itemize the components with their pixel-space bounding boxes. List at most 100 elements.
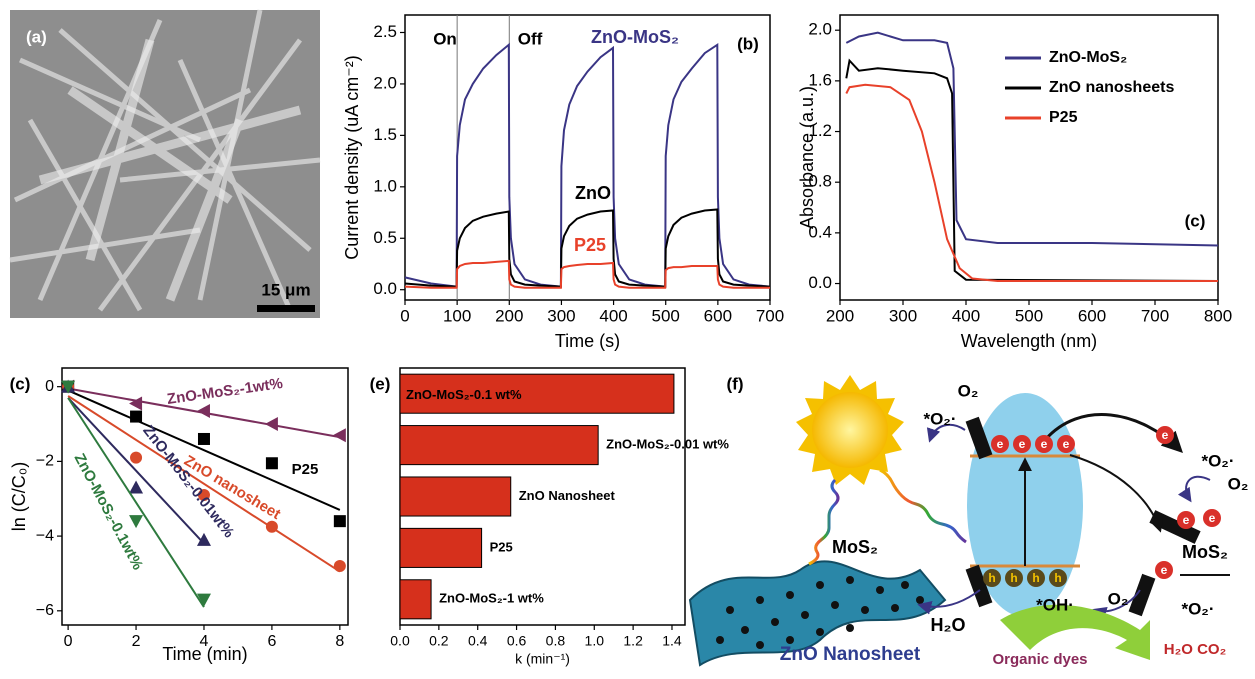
- x-tick-label: 0: [400, 306, 409, 325]
- x-tick-label: 200: [826, 306, 854, 325]
- y-axis-label: Absorbance (a.u.): [797, 86, 817, 229]
- x-tick-label: 100: [443, 306, 471, 325]
- x-tick-label: 600: [704, 306, 732, 325]
- panel-label: (c): [1185, 211, 1206, 230]
- y-tick-label: 2.5: [373, 22, 397, 41]
- category-label: ZnO-MoS₂-0.1 wt%: [406, 387, 522, 402]
- x-tick-label: 1.4: [662, 633, 682, 649]
- electron: [1203, 509, 1221, 527]
- x-tick-label: 1.0: [585, 633, 605, 649]
- series-line: [404, 42, 771, 288]
- fit-line: [67, 395, 341, 573]
- x-axis-label: Time (min): [162, 644, 247, 664]
- legend-label: P25: [1049, 109, 1078, 126]
- category-label: ZnO-MoS₂-0.01 wt%: [606, 437, 729, 452]
- plot-frame: [404, 14, 771, 301]
- legend-label: ZnO nanosheets: [1049, 79, 1174, 96]
- data-point: [196, 532, 211, 546]
- panel-label: (e): [370, 374, 391, 393]
- series-line: [404, 259, 770, 289]
- scale-bar: [257, 305, 315, 312]
- diagram-text: *O₂·: [923, 409, 956, 428]
- electron-label: e: [1161, 563, 1168, 577]
- electron-label: e: [1063, 437, 1070, 451]
- annotation: Off: [518, 29, 543, 48]
- electron-label: e: [1183, 513, 1190, 527]
- electron: [1057, 435, 1075, 453]
- x-tick-label: 0.2: [429, 633, 449, 649]
- y-tick-label: 0.8: [808, 172, 832, 191]
- bar: [399, 425, 599, 466]
- hole: [983, 569, 1001, 587]
- x-tick-label: 4: [200, 633, 209, 650]
- data-point: [61, 380, 76, 394]
- category-label: ZnO-MoS₂-1 wt%: [439, 591, 544, 606]
- series-label: ZnO-MoS₂: [591, 27, 679, 47]
- y-tick-label: −6: [36, 602, 54, 619]
- x-tick-label: 0: [64, 633, 73, 650]
- fit-line: [67, 389, 341, 511]
- diagram-text: H₂O: [931, 615, 966, 635]
- hole: [1005, 569, 1023, 587]
- electron: [1035, 435, 1053, 453]
- electron: [991, 435, 1009, 453]
- electron: [1177, 511, 1195, 529]
- x-tick-label: 0.4: [468, 633, 488, 649]
- category-label: ZnO Nanosheet: [519, 488, 616, 503]
- series-label: P25: [574, 235, 606, 255]
- y-tick-label: 0.0: [373, 279, 397, 298]
- data-point: [265, 520, 278, 533]
- bar: [399, 527, 483, 568]
- bar: [399, 579, 432, 620]
- electron: [1013, 435, 1031, 453]
- x-tick-label: 0.6: [507, 633, 527, 649]
- data-point: [130, 410, 143, 423]
- x-tick-label: 400: [952, 306, 980, 325]
- electron-label: e: [1019, 437, 1026, 451]
- diagram-text: ZnO Nanosheet: [780, 644, 921, 665]
- panel-label: (a): [26, 27, 47, 46]
- y-tick-label: −4: [36, 527, 54, 544]
- diagram-text: MoS₂: [832, 537, 878, 557]
- x-tick-label: 8: [335, 633, 344, 650]
- x-tick-label: 0.0: [390, 633, 410, 649]
- x-tick-label: 400: [599, 306, 627, 325]
- series-label: P25: [292, 461, 319, 478]
- diagram-text: MoS₂: [1182, 542, 1228, 562]
- x-axis-label: k (min⁻¹): [515, 651, 570, 667]
- data-point: [129, 396, 143, 411]
- series-line: [845, 31, 1219, 247]
- y-axis-label: ln (C/C₀): [9, 462, 29, 531]
- series-line: [845, 58, 1219, 282]
- diagram-text: *O₂·: [1201, 451, 1234, 470]
- x-axis-label: Wavelength (nm): [961, 331, 1097, 351]
- x-tick-label: 800: [1204, 306, 1232, 325]
- electron-label: e: [1162, 428, 1169, 442]
- x-axis-label: Time (s): [555, 331, 620, 351]
- series-line: [845, 83, 1218, 282]
- fit-line: [67, 397, 205, 545]
- y-tick-label: −2: [36, 453, 54, 470]
- scale-bar-label: 15 μm: [261, 280, 310, 299]
- data-point: [197, 432, 210, 445]
- x-tick-label: 500: [652, 306, 680, 325]
- data-point: [196, 403, 210, 418]
- x-tick-label: 0.8: [546, 633, 566, 649]
- diagram-text: O₂: [958, 381, 979, 400]
- data-point: [333, 559, 346, 572]
- category-label: P25: [490, 539, 513, 554]
- x-tick-label: 700: [756, 306, 784, 325]
- diagram-text: O₂: [1108, 589, 1129, 608]
- plot-frame: [61, 367, 349, 626]
- electron-label: e: [997, 437, 1004, 451]
- y-tick-label: 1.5: [373, 125, 397, 144]
- fit-line: [67, 397, 205, 608]
- y-tick-label: 0.4: [808, 222, 832, 241]
- panel-label: (c): [10, 374, 31, 393]
- data-point: [264, 417, 278, 432]
- y-tick-label: 0.5: [373, 228, 397, 247]
- hole: [1027, 569, 1045, 587]
- electron-label: e: [1041, 437, 1048, 451]
- y-tick-label: 2.0: [373, 73, 397, 92]
